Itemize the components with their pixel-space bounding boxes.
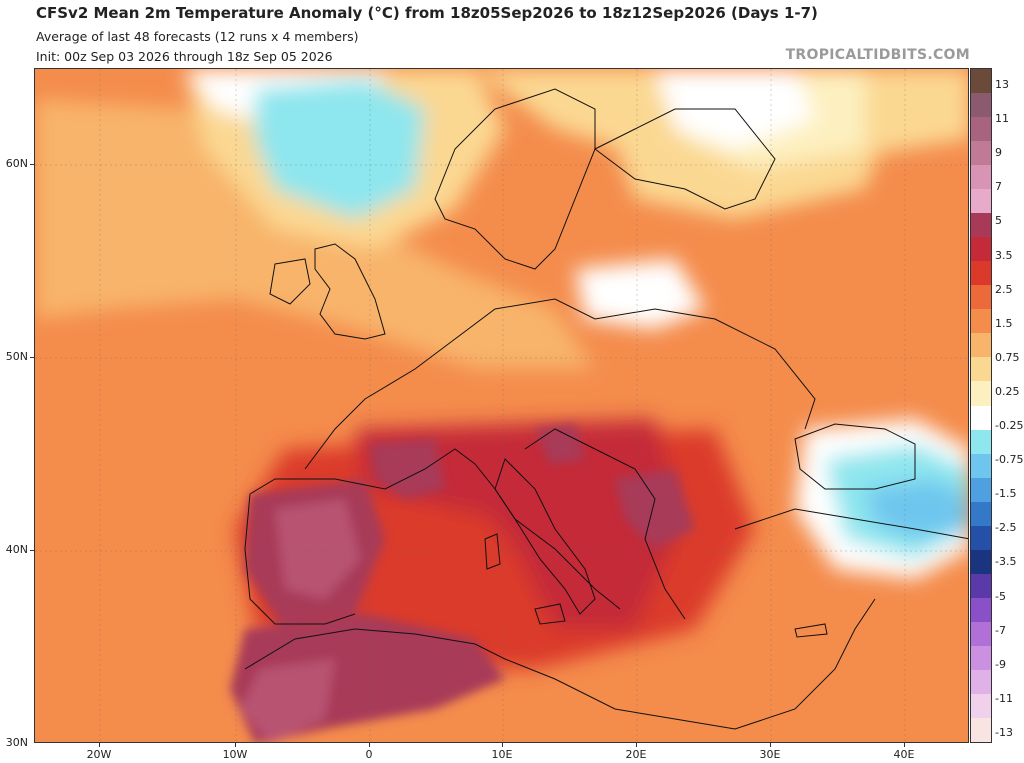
colorbar-label: -9 <box>995 657 1006 671</box>
lon-label-0: 0 <box>365 748 373 761</box>
lon-tick <box>904 743 905 747</box>
colorbar-segment <box>971 165 991 190</box>
colorbar-label: 0.75 <box>995 350 1020 364</box>
colorbar-segment <box>971 213 991 238</box>
colorbar-label: 1.5 <box>995 316 1013 330</box>
colorbar-segment <box>971 405 991 431</box>
colorbar-label: 5 <box>995 214 1002 228</box>
colorbar-label: 3.5 <box>995 248 1013 262</box>
colorbar-segment <box>971 693 991 719</box>
lat-tick <box>30 357 34 358</box>
colorbar-label: -1.5 <box>995 487 1017 501</box>
lon-label-10w: 10W <box>222 748 248 761</box>
lon-label-30e: 30E <box>759 748 781 761</box>
colorbar-segment <box>971 357 991 382</box>
colorbar-segment <box>971 549 991 575</box>
lat-tick <box>30 550 34 551</box>
colorbar-segment <box>971 597 991 623</box>
colorbar-segment <box>971 717 991 743</box>
graticule <box>35 69 968 742</box>
lat-label-30n: 30N <box>5 736 28 749</box>
lat-label-50n: 50N <box>5 350 28 363</box>
colorbar-segment <box>971 429 991 455</box>
colorbar-segment <box>971 285 991 310</box>
colorbar-segment <box>971 189 991 214</box>
colorbar-label: -2.5 <box>995 521 1017 535</box>
colorbar-label: 9 <box>995 146 1002 160</box>
colorbar-label: 7 <box>995 180 1002 194</box>
colorbar-segment <box>971 69 991 94</box>
lon-tick <box>235 743 236 747</box>
colorbar-segment <box>971 261 991 286</box>
lon-tick <box>636 743 637 747</box>
colorbar-label: 2.5 <box>995 282 1013 296</box>
colorbar-segment <box>971 333 991 358</box>
lon-label-40e: 40E <box>893 748 915 761</box>
lat-label-60n: 60N <box>5 157 28 170</box>
lon-tick <box>369 743 370 747</box>
colorbar-segment <box>971 669 991 695</box>
colorbar-segment <box>971 117 991 142</box>
colorbar-label: -11 <box>995 691 1013 705</box>
colorbar-segment <box>971 237 991 262</box>
colorbar-segment <box>971 525 991 551</box>
anomaly-map <box>34 68 969 743</box>
colorbar-segment <box>971 381 991 406</box>
lon-tick <box>770 743 771 747</box>
colorbar-segment <box>971 621 991 647</box>
colorbar-label: -5 <box>995 589 1006 603</box>
lon-tick <box>99 743 100 747</box>
colorbar-segment <box>971 573 991 599</box>
colorbar-label: -0.25 <box>995 419 1024 433</box>
coastlines <box>244 88 968 730</box>
colorbar <box>970 68 992 743</box>
colorbar-label: 11 <box>995 112 1009 126</box>
colorbar-segment <box>971 453 991 479</box>
lat-label-40n: 40N <box>5 543 28 556</box>
map-svg <box>35 69 968 742</box>
lon-label-20e: 20E <box>625 748 647 761</box>
colorbar-segment <box>971 501 991 527</box>
colorbar-label: 13 <box>995 78 1009 91</box>
colorbar-segment <box>971 141 991 166</box>
colorbar-label: -3.5 <box>995 555 1017 569</box>
colorbar-label: 0.25 <box>995 384 1020 398</box>
lon-tick <box>502 743 503 747</box>
colorbar-segment <box>971 477 991 503</box>
lon-label-20w: 20W <box>86 748 112 761</box>
colorbar-segment <box>971 93 991 118</box>
colorbar-label: -0.75 <box>995 453 1024 467</box>
chart-subtitle: Average of last 48 forecasts (12 runs x … <box>36 29 359 44</box>
colorbar-label: -7 <box>995 623 1006 637</box>
lat-tick <box>30 164 34 165</box>
colorbar-segment <box>971 645 991 671</box>
colorbar-segment <box>971 309 991 334</box>
chart-title: CFSv2 Mean 2m Temperature Anomaly (°C) f… <box>36 4 818 22</box>
colorbar-label: -13 <box>995 726 1013 739</box>
init-line: Init: 00z Sep 03 2026 through 18z Sep 05… <box>36 49 333 64</box>
watermark: TROPICALTIDBITS.COM <box>785 47 970 63</box>
lon-label-10e: 10E <box>491 748 513 761</box>
